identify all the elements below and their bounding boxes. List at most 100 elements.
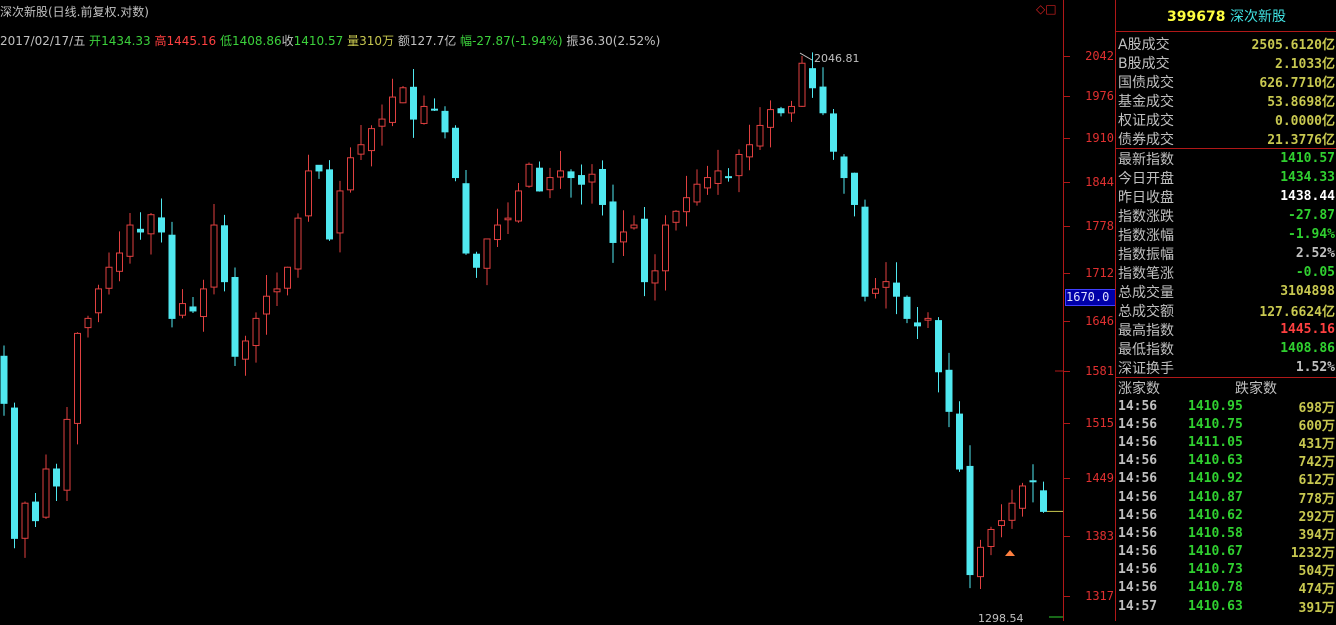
close-value: 1410.57 <box>293 34 344 48</box>
candlestick-chart[interactable] <box>0 0 1063 621</box>
tick-row[interactable]: 14:56 1410.75 600万 <box>1116 415 1336 434</box>
candle-body <box>578 175 585 185</box>
tick-time: 14:56 <box>1118 398 1158 414</box>
candle-body <box>924 317 932 321</box>
tick-row[interactable]: 14:56 1411.05 431万 <box>1116 433 1336 452</box>
candle-body <box>95 288 102 314</box>
candle <box>578 164 585 205</box>
stat-value: 127.6624亿 <box>1259 305 1335 320</box>
candle-body <box>53 468 60 487</box>
tick-row[interactable]: 14:57 1410.63 391万 <box>1116 597 1336 616</box>
tick-row[interactable]: 14:56 1410.92 612万 <box>1116 470 1336 488</box>
candle <box>105 252 113 295</box>
candle <box>809 52 816 98</box>
tick-row[interactable]: 14:56 1410.62 292万 <box>1116 506 1336 525</box>
stat-row: 指数涨跌 -27.87 <box>1116 206 1336 225</box>
tick-list[interactable]: 14:56 1410.95 698万 14:56 1410.75 600万 14:56 141… <box>1116 397 1336 616</box>
min-annotation: 1298.54 <box>978 612 1024 625</box>
candle-body <box>504 217 512 221</box>
stat-label: 指数笔涨 <box>1118 265 1174 282</box>
axis-tick <box>1064 272 1070 274</box>
candle-body <box>273 288 281 293</box>
candle-body <box>609 201 617 243</box>
axis-tick <box>1064 96 1070 98</box>
candle <box>525 162 533 188</box>
candle <box>693 169 701 206</box>
index-code: 399678 <box>1167 9 1226 25</box>
stat-row: 总成交额 127.6624亿 <box>1116 301 1336 321</box>
candle-body <box>662 224 669 272</box>
candle-body <box>294 217 302 270</box>
candle <box>536 161 543 192</box>
high-value: 1445.16 <box>166 34 217 48</box>
candle-body <box>525 163 533 187</box>
axis-tick-label: 1778 <box>1085 219 1114 234</box>
candle-body <box>378 118 386 127</box>
candle-body <box>420 105 428 124</box>
tick-row[interactable]: 14:56 1410.95 698万 <box>1116 397 1336 416</box>
candle <box>882 262 890 309</box>
stat-value: -27.87 <box>1288 208 1335 223</box>
candle-body <box>767 109 774 128</box>
stat-row: 最新指数 1410.57 <box>1116 149 1336 168</box>
stat-label: 总成交量 <box>1118 284 1174 301</box>
candle <box>294 213 302 278</box>
candle-body <box>126 224 134 257</box>
candle-body <box>21 502 29 539</box>
candle <box>935 317 942 393</box>
tick-time: 14:56 <box>1118 580 1158 596</box>
tick-row[interactable]: 14:56 1410.73 504万 <box>1116 561 1336 579</box>
stat-row: 最低指数 1408.86 <box>1116 339 1336 358</box>
candle <box>399 85 407 104</box>
axis-tick-label: 1910 <box>1085 131 1114 146</box>
axis-tick <box>1064 535 1070 537</box>
stat-row: 总成交量 3104898 <box>1116 282 1336 301</box>
candle-body <box>284 266 291 289</box>
market-row: B股成交 2.1033亿 <box>1116 53 1336 73</box>
tick-row[interactable]: 14:56 1410.67 1232万 <box>1116 543 1336 561</box>
stat-value: 1410.57 <box>1280 151 1335 166</box>
candle <box>956 401 963 472</box>
tick-row[interactable]: 14:56 1410.58 394万 <box>1116 524 1336 543</box>
axis-tick <box>1064 370 1070 372</box>
candle-body <box>641 218 648 283</box>
candle <box>662 215 669 291</box>
candle <box>483 238 491 286</box>
candle <box>347 147 354 193</box>
stat-value: -1.94% <box>1288 227 1335 242</box>
candle <box>945 352 953 428</box>
candle <box>851 172 858 217</box>
price-axis[interactable]: 1670.0 2042 1976 1910 1844 1778 1712 1646 1581 1… <box>1063 0 1116 621</box>
candle <box>903 295 911 324</box>
candle <box>714 149 722 195</box>
candle <box>893 262 900 315</box>
tick-row[interactable]: 14:56 1410.78 474万 <box>1116 579 1336 597</box>
tick-time: 14:56 <box>1118 416 1158 432</box>
tick-time: 14:56 <box>1118 471 1158 487</box>
candle-body <box>714 170 722 184</box>
candle-body <box>263 295 270 315</box>
candle-body <box>588 173 596 183</box>
tick-row[interactable]: 14:56 1410.87 778万 <box>1116 488 1336 507</box>
candle <box>32 493 39 527</box>
vol-value: 310万 <box>359 34 395 48</box>
candle-body <box>1019 485 1026 509</box>
candle-body <box>630 224 638 229</box>
candle-body <box>399 87 407 104</box>
candle <box>599 160 606 216</box>
stat-label: 昨日收盘 <box>1118 189 1174 206</box>
candle <box>441 106 449 139</box>
candle <box>378 104 386 146</box>
market-section: A股成交 2505.6120亿 B股成交 2.1033亿 国债成交 626.7710亿 基金… <box>1116 32 1336 149</box>
tick-volume: 742万 <box>1298 455 1335 471</box>
tick-row[interactable]: 14:56 1410.63 742万 <box>1116 452 1336 470</box>
candle-body <box>63 418 71 491</box>
diamond-icon[interactable]: ◇ <box>1036 2 1046 16</box>
candle <box>735 149 743 193</box>
date: 2017/02/17/五 <box>0 34 86 48</box>
open-label: 开 <box>89 34 102 48</box>
candle-body <box>935 320 942 373</box>
square-icon[interactable]: □ <box>1045 2 1057 16</box>
candle <box>242 335 249 376</box>
market-row: 债券成交 21.3776亿 <box>1116 129 1336 149</box>
